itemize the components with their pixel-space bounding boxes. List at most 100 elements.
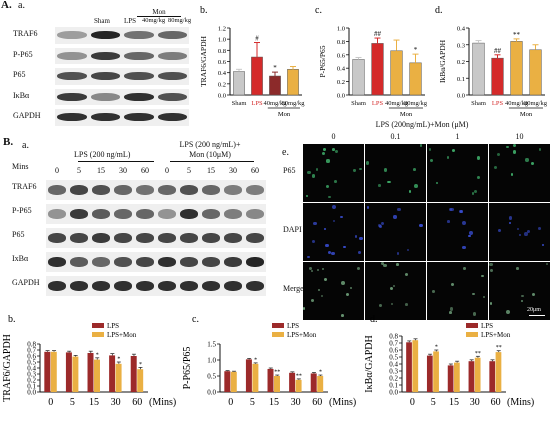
y-tick-label: 1.5 bbox=[207, 341, 216, 349]
group-label: Mon bbox=[520, 111, 533, 116]
blot-time-label: 0 bbox=[55, 166, 59, 175]
if-nucleus bbox=[341, 281, 346, 286]
if-nucleus bbox=[525, 158, 529, 162]
blot-strip bbox=[55, 27, 189, 44]
blot-band bbox=[157, 51, 187, 60]
if-nucleus bbox=[472, 312, 477, 317]
blot-band bbox=[180, 233, 198, 243]
blot-time-label: 15 bbox=[207, 166, 215, 175]
blot-band bbox=[157, 72, 187, 81]
blot-band bbox=[136, 185, 154, 195]
if-nucleus bbox=[497, 229, 501, 232]
bar bbox=[230, 371, 237, 392]
significance-mark: ** bbox=[475, 351, 481, 357]
blot-time-label: 5 bbox=[77, 166, 81, 175]
bar bbox=[245, 359, 252, 392]
if-nucleus bbox=[354, 235, 358, 238]
significance-mark: ## bbox=[494, 47, 502, 55]
blot-band bbox=[158, 209, 176, 219]
if-nucleus bbox=[383, 167, 388, 172]
blot-band bbox=[48, 233, 66, 243]
legend-swatch bbox=[466, 332, 478, 337]
if-nucleus bbox=[449, 307, 453, 311]
if-nucleus bbox=[328, 250, 332, 254]
x-tick-label: 40mg/kg bbox=[505, 100, 529, 107]
x-tick-label: 30 bbox=[111, 397, 121, 408]
blot-band bbox=[92, 257, 110, 267]
blot-band bbox=[158, 233, 176, 243]
if-nucleus bbox=[472, 292, 475, 296]
y-tick-label: 1.2 bbox=[218, 26, 226, 33]
bar bbox=[310, 373, 317, 392]
x-tick-label: Sham bbox=[351, 100, 366, 107]
x-tick-label: LPS bbox=[251, 100, 263, 107]
if-nucleus bbox=[313, 221, 317, 226]
x-tick-label: 0 bbox=[410, 397, 415, 408]
blot-band bbox=[136, 257, 154, 267]
if-nucleus bbox=[482, 295, 485, 298]
if-image-cell bbox=[427, 144, 488, 202]
y-tick-label: 0.5 bbox=[207, 373, 216, 381]
if-nucleus bbox=[526, 229, 530, 233]
if-nucleus bbox=[539, 148, 542, 151]
panel-e-if-grid: 0 0.1 1 10 P65 DAPI Merged 20μm bbox=[283, 132, 550, 320]
if-nucleus bbox=[321, 267, 324, 270]
legend-label: LPS+Mon bbox=[481, 331, 511, 339]
blot-band bbox=[224, 185, 242, 195]
y-tick-label: 0.8 bbox=[337, 39, 345, 46]
if-row-label: DAPI bbox=[283, 225, 302, 234]
if-nucleus bbox=[341, 313, 345, 317]
if-nucleus bbox=[419, 144, 423, 147]
y-axis-title: TRAF6/GAPDH bbox=[199, 35, 208, 86]
blot-band bbox=[70, 257, 88, 267]
if-nucleus bbox=[356, 266, 360, 270]
chart-panel-label: d. bbox=[370, 314, 378, 325]
panel-b-sub-label: a. bbox=[22, 140, 29, 151]
y-tick-label: 1.0 bbox=[207, 357, 216, 365]
significance-mark: * bbox=[319, 370, 322, 376]
blot-band bbox=[124, 51, 154, 60]
group-label: Mon bbox=[400, 111, 413, 116]
if-nucleus bbox=[524, 232, 528, 236]
blot-band bbox=[114, 209, 132, 219]
if-image-cell bbox=[365, 262, 426, 320]
panel-b-label: B. bbox=[3, 136, 14, 148]
y-tick-label: 0.2 bbox=[27, 377, 36, 385]
if-nucleus bbox=[521, 294, 524, 298]
a-mon-label: Mon bbox=[152, 8, 166, 16]
if-nucleus bbox=[307, 255, 311, 259]
blot-band bbox=[90, 113, 120, 122]
if-nucleus bbox=[396, 251, 400, 255]
if-nucleus bbox=[390, 302, 394, 306]
y-tick-label: 0.2 bbox=[337, 79, 345, 86]
blot-row-label: P-P65 bbox=[12, 206, 32, 215]
blot-band bbox=[224, 257, 242, 267]
y-tick-label: 0.6 bbox=[389, 347, 398, 355]
if-nucleus bbox=[489, 269, 494, 273]
if-nucleus bbox=[353, 169, 356, 172]
if-column-label: 0 bbox=[331, 132, 336, 141]
bar bbox=[454, 362, 460, 392]
if-nucleus bbox=[493, 165, 498, 170]
bar bbox=[44, 351, 51, 392]
blot-band bbox=[48, 257, 66, 267]
y-tick-label: 0.6 bbox=[218, 59, 227, 66]
blot-row-label: GAPDH bbox=[12, 278, 40, 287]
if-nucleus bbox=[321, 152, 325, 156]
if-nucleus bbox=[345, 292, 350, 297]
legend-swatch bbox=[272, 332, 284, 337]
if-nucleus bbox=[316, 268, 319, 271]
if-nucleus bbox=[358, 250, 362, 254]
if-nucleus bbox=[325, 243, 329, 247]
bar bbox=[87, 353, 94, 392]
x-tick-label: 30 bbox=[470, 397, 480, 408]
bar bbox=[433, 351, 439, 392]
blot-band bbox=[180, 257, 198, 267]
if-nucleus bbox=[516, 227, 519, 230]
x-tick-label: Sham bbox=[232, 100, 247, 107]
y-tick-label: 0.6 bbox=[337, 52, 346, 59]
if-row-label: P65 bbox=[283, 166, 296, 175]
if-nucleus bbox=[317, 288, 320, 291]
x-tick-label: 60 bbox=[312, 397, 322, 408]
x-tick-label: 0 bbox=[228, 397, 233, 408]
